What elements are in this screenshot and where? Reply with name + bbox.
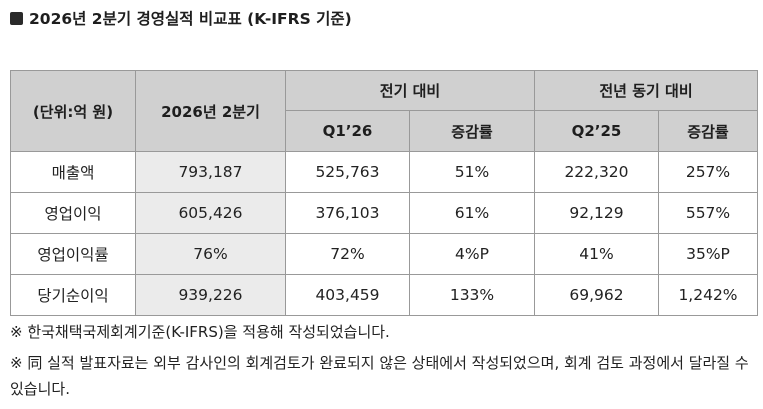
prev-year-group-header: 전년 동기 대비 xyxy=(534,70,758,111)
q1-header: Q1’26 xyxy=(285,110,410,152)
change-rate-2: 257% xyxy=(658,151,758,193)
change-rate-2: 35%P xyxy=(658,233,758,275)
title-text: 2026년 2분기 경영실적 비교표 (K-IFRS 기준) xyxy=(29,10,352,28)
change-rate-1: 133% xyxy=(409,274,535,316)
row-label: 매출액 xyxy=(10,151,136,193)
results-table: (단위:억 원) 2026년 2분기 전기 대비 전년 동기 대비 Q1’26 … xyxy=(10,70,758,316)
unit-header: (단위:억 원) xyxy=(10,70,136,152)
title-bullet-icon xyxy=(10,11,23,25)
row-label: 당기순이익 xyxy=(10,274,136,316)
change-rate-2: 557% xyxy=(658,192,758,234)
change-rate-2: 1,242% xyxy=(658,274,758,316)
current-value: 793,187 xyxy=(135,151,286,193)
change-rate-header-1: 증감률 xyxy=(409,110,535,152)
table-row: 당기순이익 939,226 403,459 133% 69,962 1,242% xyxy=(10,274,758,316)
change-rate-1: 51% xyxy=(409,151,535,193)
q1-value: 525,763 xyxy=(285,151,410,193)
change-rate-1: 4%P xyxy=(409,233,535,275)
q1-value: 376,103 xyxy=(285,192,410,234)
current-value: 605,426 xyxy=(135,192,286,234)
current-quarter-header: 2026년 2분기 xyxy=(135,70,286,152)
footnote-audit: ※ 同 실적 발표자료는 외부 감사인의 회계검토가 완료되지 않은 상태에서 … xyxy=(10,354,749,398)
prev-quarter-group-header: 전기 대비 xyxy=(285,70,535,111)
header-row-2: Q1’26 증감률 Q2’25 증감률 xyxy=(11,110,758,152)
footnote-ifrs: ※ 한국채택국제회계기준(K-IFRS)을 적용해 작성되었습니다. xyxy=(10,323,390,341)
q2-header: Q2’25 xyxy=(534,110,659,152)
current-value: 939,226 xyxy=(135,274,286,316)
row-label: 영업이익 xyxy=(10,192,136,234)
change-rate-header-2: 증감률 xyxy=(658,110,758,152)
table-row: 영업이익 605,426 376,103 61% 92,129 557% xyxy=(10,192,758,234)
change-rate-1: 61% xyxy=(409,192,535,234)
table-row: 영업이익률 76% 72% 4%P 41% 35%P xyxy=(10,233,758,275)
table-row: 매출액 793,187 525,763 51% 222,320 257% xyxy=(10,151,758,193)
q1-value: 72% xyxy=(285,233,410,275)
current-value: 76% xyxy=(135,233,286,275)
q1-value: 403,459 xyxy=(285,274,410,316)
q2-value: 41% xyxy=(534,233,659,275)
header-row-1: (단위:억 원) 2026년 2분기 전기 대비 전년 동기 대비 xyxy=(10,70,758,152)
document-title: 2026년 2분기 경영실적 비교표 (K-IFRS 기준) xyxy=(10,7,352,29)
q2-value: 222,320 xyxy=(534,151,659,193)
q2-value: 69,962 xyxy=(534,274,659,316)
q2-value: 92,129 xyxy=(534,192,659,234)
row-label: 영업이익률 xyxy=(10,233,136,275)
